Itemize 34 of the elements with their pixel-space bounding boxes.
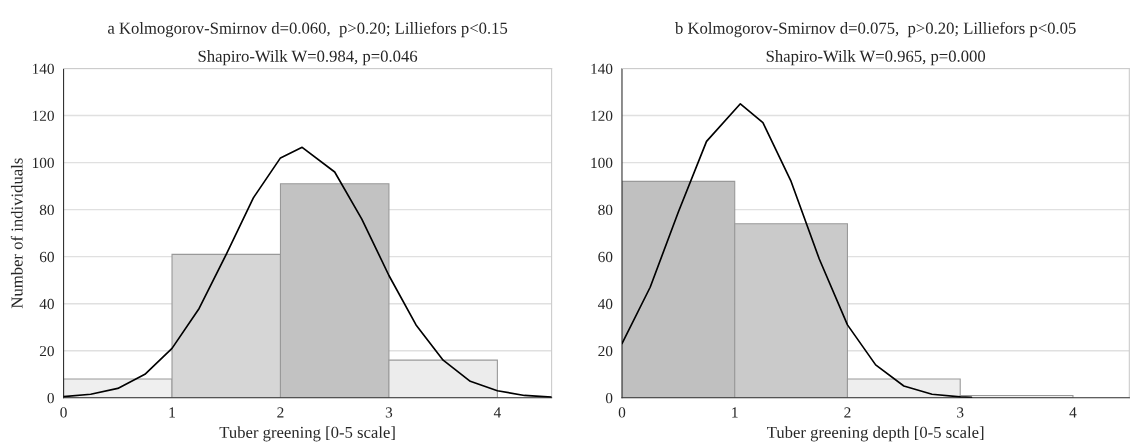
x-tick-label: 2 (844, 407, 851, 418)
y-tick-label: 40 (39, 298, 54, 310)
chart-subtitle: Shapiro-Wilk W=0.965, p=0.000 (766, 50, 986, 66)
y-tick-label: 60 (39, 251, 54, 263)
x-tick-label: 3 (957, 407, 964, 418)
line-series (621, 102, 973, 398)
y-tick-label: 100 (591, 157, 613, 169)
y-tick-label: 60 (598, 251, 613, 263)
y-tick-label: 120 (591, 110, 613, 121)
y-tick-label: 140 (591, 63, 613, 74)
x-axis-title: Tuber greening depth [0-5 scale] (767, 426, 984, 442)
x-tick-label: 1 (169, 407, 175, 418)
x-tick-label: 4 (1069, 407, 1077, 418)
x-tick-label: 1 (732, 407, 738, 418)
x-tick-label: 3 (385, 407, 393, 418)
x-axis-title: Tuber greening [0-5 scale] (219, 426, 395, 442)
x-tick-label: 2 (277, 407, 284, 418)
y-tick-label: 0 (47, 392, 54, 404)
y-tick-label: 20 (39, 345, 54, 357)
y-tick-label: 80 (39, 204, 54, 216)
x-tick-label: 0 (618, 407, 626, 418)
y-tick-label: 140 (32, 63, 54, 74)
x-tick-label: 4 (493, 407, 501, 418)
y-tick-label: 0 (605, 392, 613, 404)
chart-title: a Kolmogorov-Smirnov d=0.060, p>0.20; Lilliefors p<0.15 (107, 21, 508, 38)
y-tick-label: 80 (598, 204, 613, 216)
x-tick-label: 0 (60, 407, 67, 418)
y-tick-label: 100 (32, 157, 54, 169)
y-tick-label: 20 (598, 345, 613, 357)
chart-subtitle: Shapiro-Wilk W=0.984, p=0.046 (198, 50, 418, 66)
y-tick-label: 120 (32, 110, 54, 121)
chart-title: b Kolmogorov-Smirnov d=0.075, p>0.20; Lilliefors p<0.05 (674, 21, 1076, 38)
y-axis-title: Number of individuals (10, 158, 23, 309)
y-tick-label: 40 (597, 298, 613, 310)
